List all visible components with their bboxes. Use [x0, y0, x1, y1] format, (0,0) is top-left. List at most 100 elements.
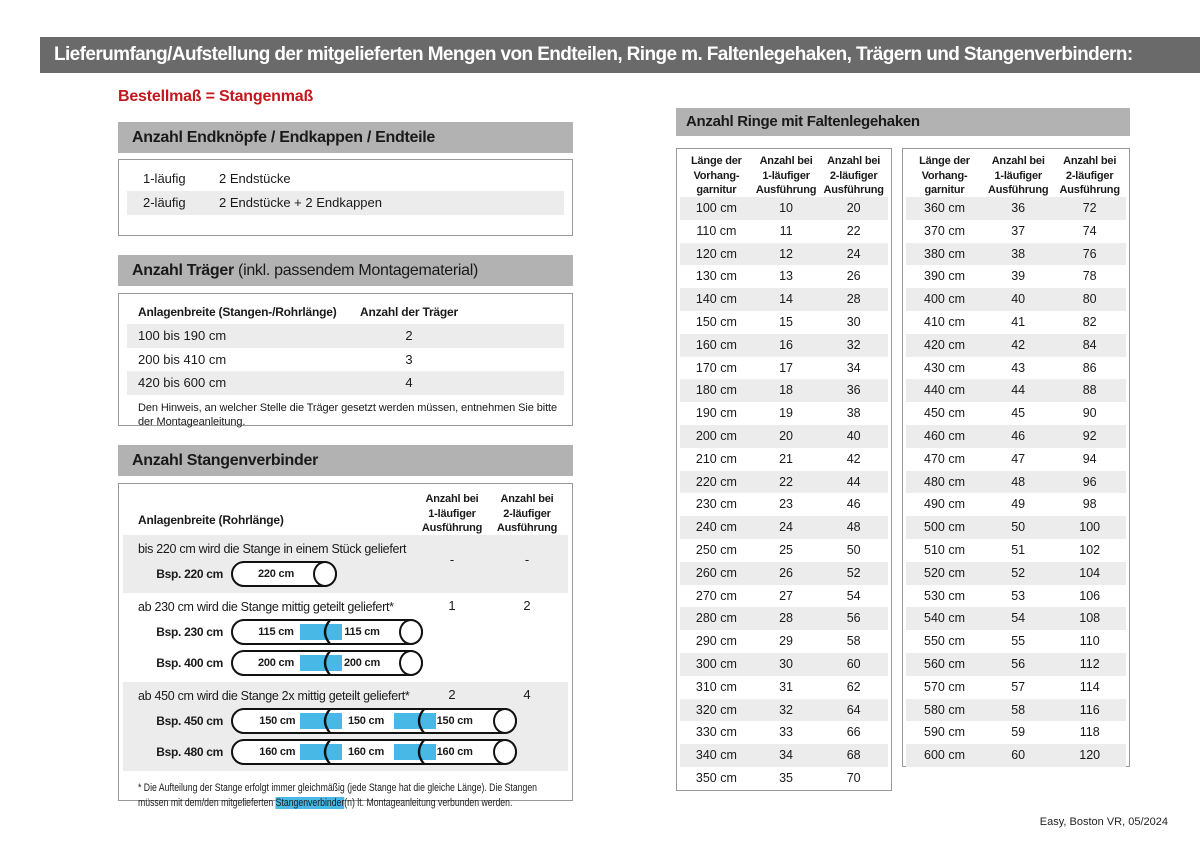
- rings-row-count-2run: 82: [1082, 314, 1097, 329]
- rings-row-length: 330 cm: [695, 725, 737, 740]
- rings-row-count-1run: 47: [1011, 451, 1026, 466]
- rings-row-count-2run: 102: [1079, 542, 1101, 557]
- rings-row: 460 cm 46 92: [906, 424, 1126, 448]
- rings-row-length: 480 cm: [924, 474, 965, 489]
- rings-row-count-2run: 32: [846, 337, 861, 352]
- rod-segment-label: 200 cm: [343, 657, 381, 669]
- rod-end-cap: [399, 650, 423, 676]
- rings-row-length: 420 cm: [924, 337, 965, 352]
- endpieces-row-label: 2-läufig: [143, 195, 186, 210]
- rings-row: 250 cm 25 50: [680, 539, 888, 562]
- rings-row-count-1run: 59: [1011, 725, 1026, 740]
- rings-row: 600 cm 60 120: [906, 744, 1126, 767]
- brackets-rows: 100 bis 190 cm 2 200 bis 410 cm 3 420 bis 60…: [119, 324, 572, 395]
- rings-row-length: 360 cm: [924, 201, 965, 215]
- rings-row: 340 cm 34 68: [680, 744, 888, 767]
- brackets-row-count: 3: [405, 351, 413, 367]
- rings-row-count-1run: 38: [1011, 246, 1026, 261]
- page-title-bar: Lieferumfang/Aufstellung der mitgeliefer…: [40, 37, 1200, 73]
- footnote-highlight: Stangenverbinder: [275, 797, 345, 809]
- rings-row-count-1run: 55: [1011, 634, 1026, 649]
- rings-row-count-2run: 104: [1079, 565, 1101, 580]
- rings-row: 100 cm 10 20: [680, 197, 888, 220]
- rings-row-count-1run: 34: [779, 748, 794, 763]
- rings-row-count-2run: 30: [846, 314, 861, 329]
- rings-row-count-2run: 112: [1079, 656, 1100, 671]
- rings-row-count-2run: 66: [846, 725, 861, 740]
- connector-highlight: [393, 713, 436, 729]
- rings-row: 520 cm 52 104: [906, 561, 1126, 585]
- rings-row-count-2run: 38: [846, 406, 861, 421]
- rings-row: 500 cm 50 100: [906, 516, 1126, 539]
- brackets-row: 200 bis 410 cm 3: [127, 348, 564, 372]
- rings-row-length: 300 cm: [695, 656, 737, 671]
- rings-row-count-1run: 57: [1011, 679, 1026, 694]
- connectors-table-header: Anlagenbreite (Rohrlänge) Anzahl bei 1-lä…: [119, 484, 572, 535]
- rings-row-count-2run: 64: [846, 702, 861, 717]
- brackets-row-range: 420 bis 600 cm: [138, 375, 227, 390]
- rings-row-count-2run: 68: [846, 748, 861, 763]
- rings-row-count-2run: 88: [1082, 383, 1097, 398]
- rings-row-length: 200 cm: [695, 428, 737, 443]
- rings-row: 330 cm 33 66: [680, 721, 888, 744]
- rings-row: 540 cm 54 108: [906, 607, 1126, 631]
- endpieces-row: 2-läufig 2 Endstücke + 2 Endkappen: [127, 191, 564, 215]
- rings-row-count-1run: 16: [779, 337, 794, 352]
- connector-highlight: [393, 744, 436, 760]
- rings-row: 510 cm 51 102: [906, 539, 1126, 562]
- rod-row: Bsp. 220 cm 220 cm: [123, 559, 568, 589]
- rings-row: 320 cm 32 64: [680, 698, 888, 722]
- section-header-rings: Anzahl Ringe mit Faltenlegehaken: [676, 108, 1130, 136]
- rings-row: 430 cm 43 86: [906, 357, 1126, 380]
- rings-row: 360 cm 36 72: [906, 197, 1126, 220]
- rings-row-count-1run: 11: [779, 223, 793, 238]
- rings-table-right-header: Länge der Vorhang-garnitur Anzahl bei 1-läu…: [903, 151, 1129, 197]
- rings-row-count-2run: 62: [846, 679, 861, 694]
- rod-joint-arc: [318, 649, 334, 677]
- connectors-col-2run: Anzahl bei 2-läufiger Ausführung: [496, 493, 558, 535]
- rings-row-count-1run: 60: [1011, 748, 1026, 763]
- endpieces-row-value: 2 Endstücke: [219, 171, 291, 186]
- rod-segment-label: 200 cm: [257, 657, 295, 669]
- connector-group-count-1run: 2: [448, 687, 456, 702]
- rings-row-count-1run: 24: [779, 520, 794, 535]
- connectors-table: Anlagenbreite (Rohrlänge) Anzahl bei 1-lä…: [118, 483, 573, 809]
- rings-row-count-2run: 76: [1082, 246, 1097, 261]
- rings-row-count-1run: 39: [1011, 269, 1026, 284]
- rings-row: 190 cm 19 38: [680, 402, 888, 425]
- rings-row: 590 cm 59 118: [906, 721, 1126, 744]
- rings-row-length: 380 cm: [924, 246, 965, 261]
- rings-row-count-2run: 110: [1079, 634, 1100, 649]
- rod-joint-arc: [318, 618, 334, 646]
- rod-row: Bsp. 230 cm 115 cm 115 cm: [123, 617, 568, 647]
- rod-row: Bsp. 400 cm 200 cm 200 cm: [123, 648, 568, 678]
- rings-row-count-1run: 58: [1011, 702, 1026, 717]
- connector-group: ab 450 cm wird die Stange 2x mittig gete…: [123, 682, 568, 771]
- rings-row: 450 cm 45 90: [906, 402, 1126, 425]
- rings-row-count-2run: 74: [1082, 223, 1097, 238]
- rings-row: 300 cm 30 60: [680, 652, 888, 676]
- rings-row-count-1run: 46: [1011, 428, 1026, 443]
- rod-segment-label: 160 cm: [436, 746, 473, 758]
- rings-row-length: 600 cm: [924, 748, 965, 763]
- rings-row-length: 190 cm: [695, 406, 737, 421]
- rings-row-length: 120 cm: [695, 246, 737, 261]
- rings-row-length: 150 cm: [695, 314, 737, 329]
- rings-row-count-1run: 25: [779, 542, 794, 557]
- rings-row-count-1run: 31: [779, 679, 794, 694]
- rings-row-count-2run: 78: [1082, 269, 1097, 284]
- rings-col-header: Anzahl bei 2-läufiger Ausführung: [823, 155, 884, 197]
- connectors-groups: bis 220 cm wird die Stange in einem Stüc…: [119, 535, 572, 771]
- rings-row-count-1run: 37: [1011, 223, 1026, 238]
- rod-segment-label: 220 cm: [257, 568, 295, 580]
- section-header-endpieces: Anzahl Endknöpfe / Endkappen / Endteile: [118, 122, 573, 153]
- connector-group-count-1run: -: [449, 552, 455, 567]
- rings-row: 470 cm 47 94: [906, 448, 1126, 471]
- rings-col-header: Anzahl bei 1-läufiger Ausführung: [755, 155, 817, 197]
- rings-row-length: 530 cm: [924, 588, 965, 603]
- endpieces-row: 1-läufig 2 Endstücke: [127, 167, 564, 191]
- rod-joint-arc: [412, 738, 428, 766]
- rings-row-length: 490 cm: [924, 497, 965, 512]
- rings-row-count-1run: 20: [779, 428, 794, 443]
- rings-row-length: 540 cm: [924, 611, 965, 626]
